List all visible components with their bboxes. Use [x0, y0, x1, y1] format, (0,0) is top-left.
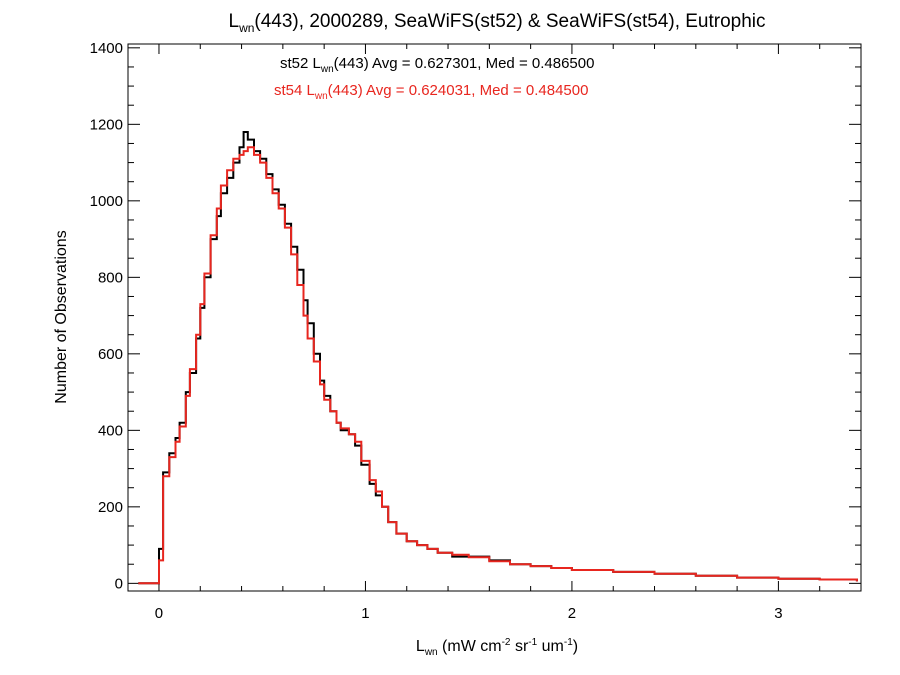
y-tick-label: 1200 [90, 116, 123, 133]
y-tick-label: 400 [98, 422, 123, 439]
chart-title: Lwn(443), 2000289, SeaWiFS(st52) & SeaWi… [228, 11, 765, 35]
legend: st52 Lwn(443) Avg = 0.627301, Med = 0.48… [274, 55, 594, 102]
y-tick-label: 0 [115, 575, 123, 592]
tick-labels: 0 1 2 3 0 200 400 600 800 1000 1200 1400 [90, 40, 783, 622]
x-tick-label: 2 [568, 605, 576, 622]
x-tick-label: 0 [155, 605, 163, 622]
y-tick-label: 600 [98, 346, 123, 363]
x-axis-label: Lwn (mW cm-2 sr-1 um-1) [416, 637, 578, 658]
legend-entry-st54: st54 Lwn(443) Avg = 0.624031, Med = 0.48… [274, 82, 588, 102]
x-tick-label: 3 [774, 605, 782, 622]
series-st52-line [138, 131, 858, 585]
series-layer [138, 131, 858, 585]
series-st54-line [138, 146, 858, 585]
legend-entry-st52: st52 Lwn(443) Avg = 0.627301, Med = 0.48… [280, 55, 594, 75]
y-tick-label: 800 [98, 269, 123, 286]
y-tick-label: 1400 [90, 40, 123, 57]
y-tick-label: 1000 [90, 193, 123, 210]
y-axis-label: Number of Observations [53, 230, 70, 403]
chart-title-subscript: wn [238, 21, 254, 35]
axis-ticks [128, 44, 862, 591]
x-tick-label: 1 [361, 605, 369, 622]
plot-area [127, 43, 862, 592]
y-tick-label: 200 [98, 499, 123, 516]
